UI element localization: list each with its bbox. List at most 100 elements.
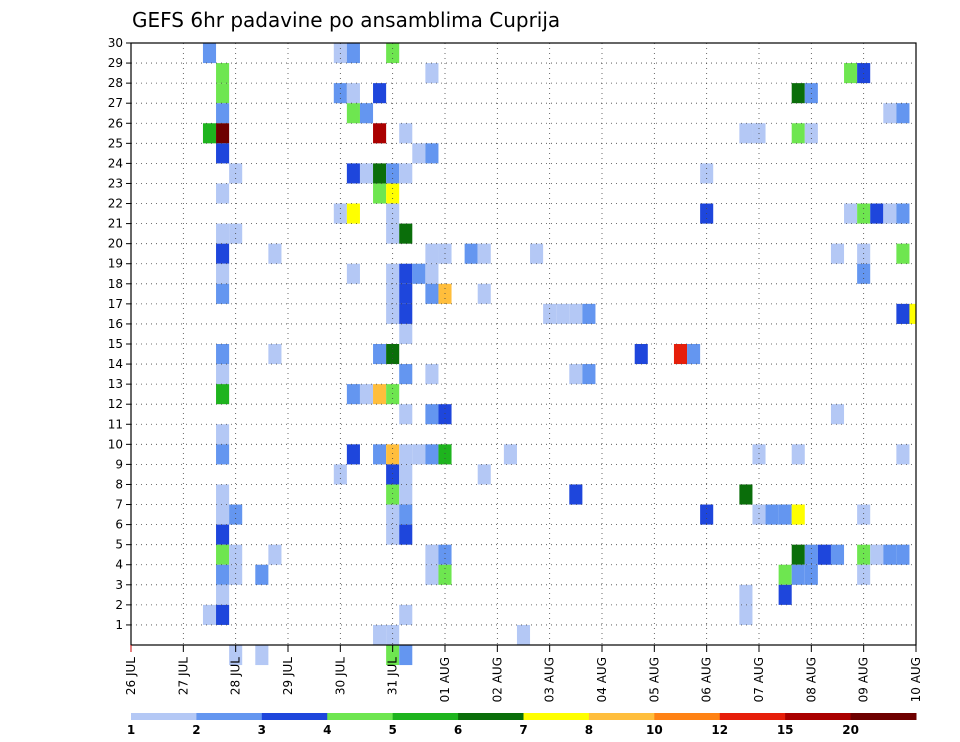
heatmap-cell [464,243,478,264]
heatmap-cell [883,103,897,124]
heatmap-cell [373,123,387,144]
y-tick-label: 1 [115,618,123,632]
heatmap-cell [346,163,360,184]
heatmap-cell [216,584,230,605]
x-tick-label: 26 JUL [124,657,138,695]
heatmap-cell [857,504,871,525]
legend-swatch [261,713,328,720]
heatmap-cell [399,604,413,625]
heatmap-cell [216,83,230,104]
heatmap-cells [202,43,916,666]
heatmap-cell [216,364,230,385]
heatmap-cell [268,344,282,365]
legend-label: 10 [646,723,663,737]
heatmap-cell [373,163,387,184]
legend-label: 7 [519,723,527,737]
grid-lines [131,43,916,645]
heatmap-cell [830,404,845,425]
heatmap-cell [216,604,230,625]
heatmap-cell [569,303,583,324]
heatmap-cell [791,544,805,565]
legend-label: 6 [454,723,462,737]
heatmap-cell [425,444,439,465]
heatmap-cell [412,263,426,284]
legend-swatch [588,713,655,720]
heatmap-cell [268,243,282,264]
heatmap-cell [386,384,400,405]
y-tick-label: 2 [115,598,123,612]
heatmap-cell [216,183,230,204]
heatmap-cell [425,564,439,585]
y-tick-label: 3 [115,578,123,592]
y-tick-label: 6 [115,518,123,532]
heatmap-cell [386,624,400,645]
heatmap-cell [216,524,230,545]
y-tick-label: 9 [115,457,123,471]
legend-label: 20 [842,723,859,737]
heatmap-cell [216,484,230,505]
heatmap-cell [830,243,845,264]
heatmap-cell [202,123,217,144]
heatmap-cell [386,344,400,365]
heatmap-cell [216,243,230,264]
heatmap-cell [438,564,452,585]
heatmap-cell [569,364,583,385]
heatmap-cell [373,624,387,645]
chart-title: GEFS 6hr padavine po ansamblima Cuprija [132,8,560,32]
legend-label: 4 [323,723,331,737]
heatmap-cell [634,344,648,365]
heatmap-cell [516,624,531,645]
heatmap-cell [399,364,413,385]
heatmap-cell [229,544,243,565]
heatmap-cell [216,143,230,164]
x-tick-label: 02 AUG [490,657,504,702]
heatmap-cell [556,303,570,324]
heatmap-cell [399,303,413,324]
heatmap-cell [399,504,413,525]
x-tick-label: 01 AUG [438,657,452,702]
heatmap-cell [373,384,387,405]
y-tick-label: 16 [108,317,123,331]
heatmap-cell [216,384,230,405]
legend-swatch [654,713,721,720]
heatmap-cell [870,544,884,565]
heatmap-cell [346,103,360,124]
y-axis-ticks: 1234567891011121314151617181920212223242… [108,36,131,632]
legend-swatch [850,713,917,720]
heatmap-cell [268,544,282,565]
heatmap-cell [386,504,400,525]
heatmap-cell [346,384,360,405]
legend-swatch [131,713,197,720]
heatmap-cell [425,283,439,304]
heatmap-cell [202,43,217,64]
heatmap-cell [412,143,426,164]
heatmap-cell [477,283,491,304]
heatmap-cell [569,484,583,505]
y-tick-label: 17 [108,297,123,311]
heatmap-cell [425,263,439,284]
y-tick-label: 20 [108,237,123,251]
heatmap-cell [229,645,243,666]
heatmap-cell [896,243,910,264]
heatmap-cell [359,163,374,184]
heatmap-cell [346,43,360,64]
heatmap-cell [425,544,439,565]
heatmap-cell [216,344,230,365]
x-tick-label: 10 AUG [909,657,923,702]
heatmap-cell [778,504,792,525]
heatmap-cell [373,344,387,365]
heatmap-cell [791,504,805,525]
heatmap-cell [373,183,387,204]
y-tick-label: 4 [115,558,123,572]
heatmap-cell [399,524,413,545]
heatmap-cell [399,223,413,244]
heatmap-cell [896,444,910,465]
y-tick-label: 7 [115,498,123,512]
x-tick-label: 31 JUL [386,657,400,695]
heatmap-cell [229,564,243,585]
heatmap-cell [425,243,439,264]
heatmap-cell [857,564,871,585]
x-tick-label: 08 AUG [804,657,818,702]
heatmap-cell [229,504,243,525]
